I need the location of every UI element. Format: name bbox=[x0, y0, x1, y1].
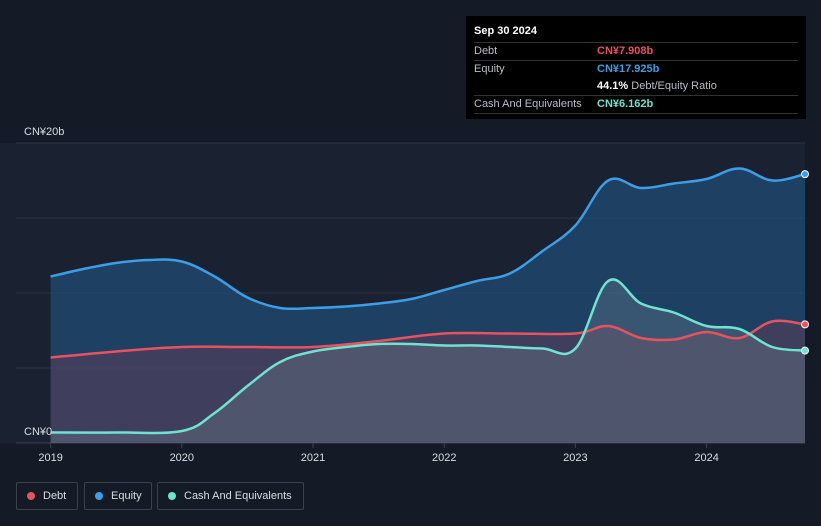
x-tick-label: 2022 bbox=[432, 452, 456, 464]
x-tick-label: 2019 bbox=[38, 452, 62, 464]
y-axis-bottom-label: CN¥0 bbox=[24, 426, 52, 438]
cash-and-equivalents-area bbox=[50, 279, 806, 443]
debt-area bbox=[50, 320, 806, 443]
debt-line bbox=[50, 319, 806, 359]
tooltip-ratio-label: Debt/Equity Ratio bbox=[631, 80, 717, 92]
x-axis-ticks: 2019 2020 2021 2022 2023 2024 bbox=[38, 443, 719, 464]
debt-dot-icon bbox=[27, 492, 35, 500]
series-lines bbox=[50, 167, 806, 435]
tooltip-label: Cash And Equivalents bbox=[474, 98, 582, 110]
tooltip-label: Equity bbox=[474, 63, 505, 75]
tooltip-row-debt: Debt CN¥7.908b bbox=[474, 43, 798, 61]
tooltip-row-equity: Equity CN¥17.925b bbox=[474, 61, 798, 78]
series-endpoints bbox=[801, 170, 809, 355]
cash-and-equivalents-line bbox=[50, 278, 806, 435]
legend-item-debt[interactable]: Debt bbox=[16, 482, 78, 510]
debt-endpoint bbox=[801, 320, 809, 329]
equity-endpoint bbox=[801, 170, 809, 179]
cash-dot-icon bbox=[168, 492, 176, 500]
x-tick-label: 2023 bbox=[563, 452, 587, 464]
x-tick-label: 2021 bbox=[301, 452, 325, 464]
tooltip-ratio-value: 44.1% bbox=[597, 80, 629, 92]
tooltip-row-cash: Cash And Equivalents CN¥6.162b bbox=[474, 96, 798, 114]
tooltip-cash-value: CN¥6.162b bbox=[597, 98, 654, 110]
series-areas bbox=[50, 168, 806, 443]
cash-and-equivalents-endpoint bbox=[801, 346, 809, 355]
x-tick-label: 2024 bbox=[694, 452, 718, 464]
equity-line bbox=[50, 167, 806, 311]
tooltip-date: Sep 30 2024 bbox=[474, 22, 798, 43]
equity-area bbox=[50, 168, 806, 443]
legend-item-cash[interactable]: Cash And Equivalents bbox=[157, 482, 304, 510]
equity-dot-icon bbox=[95, 492, 103, 500]
legend-label: Debt bbox=[43, 490, 67, 502]
tooltip-row-ratio: 44.1% Debt/Equity Ratio bbox=[474, 78, 798, 96]
legend-label: Equity bbox=[111, 490, 142, 502]
legend-item-equity[interactable]: Equity bbox=[84, 482, 152, 510]
tooltip-label: Debt bbox=[474, 45, 498, 57]
legend-label: Cash And Equivalents bbox=[184, 490, 292, 502]
tooltip-panel: Sep 30 2024 Debt CN¥7.908b Equity CN¥17.… bbox=[466, 16, 806, 119]
tooltip-ratio: 44.1% Debt/Equity Ratio bbox=[597, 78, 717, 95]
tooltip-debt-value: CN¥7.908b bbox=[597, 45, 654, 57]
y-axis-top-label: CN¥20b bbox=[24, 126, 64, 138]
x-tick-label: 2020 bbox=[170, 452, 194, 464]
tooltip-equity-value: CN¥17.925b bbox=[597, 63, 660, 75]
